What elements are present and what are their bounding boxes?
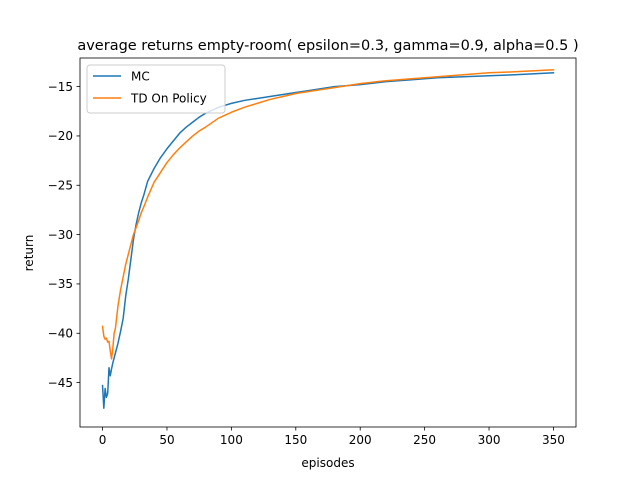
x-tick-label: 300 — [478, 433, 501, 447]
y-tick-label: −20 — [48, 129, 73, 143]
y-tick-label: −30 — [48, 228, 73, 242]
plot-frame — [79, 57, 577, 428]
y-tick-label: −15 — [48, 80, 73, 94]
series-line-1 — [101, 69, 555, 360]
x-tick-label: 50 — [159, 433, 174, 447]
y-tick-label: −40 — [48, 327, 73, 341]
x-axis-title: episodes — [301, 456, 354, 470]
x-tick-label: 100 — [220, 433, 243, 447]
y-tick-label: −45 — [48, 376, 73, 390]
legend-label-0: MC — [131, 69, 150, 83]
plot-area: 0 50 100 150 200 250 300 350 −45 −40 −35 −30 −25 −20 −… — [48, 57, 577, 447]
x-tick-label: 250 — [413, 433, 436, 447]
chart-title: average returns empty-room( epsilon=0.3,… — [77, 38, 578, 54]
legend: MC TD On Policy — [86, 64, 226, 114]
x-tick-label: 150 — [284, 433, 307, 447]
x-tick-label: 350 — [542, 433, 565, 447]
x-tick-label: 0 — [99, 433, 107, 447]
y-tick-label: −35 — [48, 277, 73, 291]
y-tick-label: −25 — [48, 179, 73, 193]
x-tick-label: 200 — [349, 433, 372, 447]
legend-label-1: TD On Policy — [130, 91, 207, 105]
y-axis-title: return — [22, 235, 36, 272]
legend-box — [86, 64, 226, 114]
